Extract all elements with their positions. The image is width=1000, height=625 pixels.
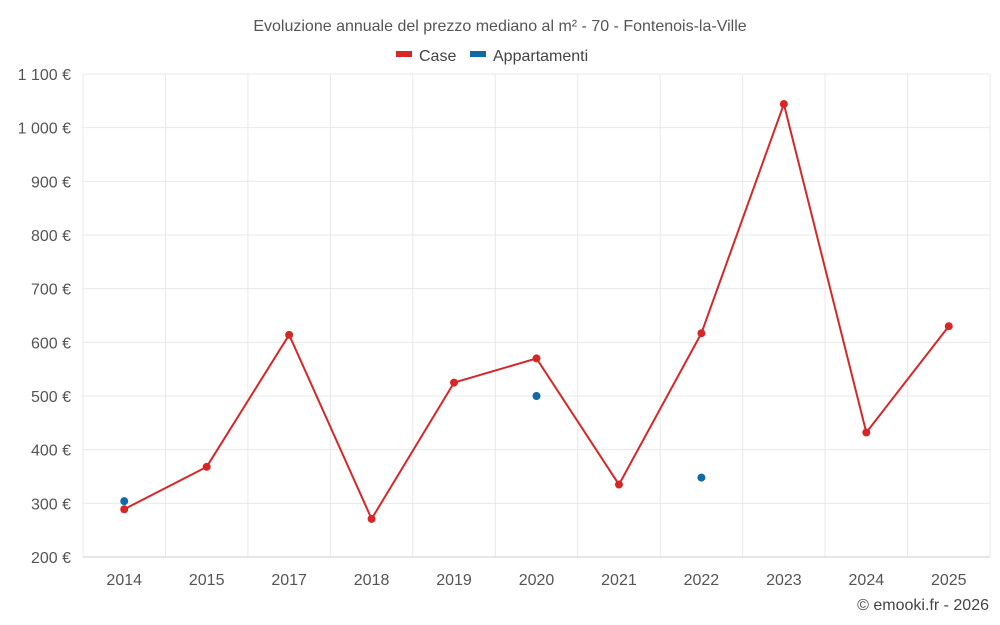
grid	[82, 73, 991, 558]
x-tick-label: 2021	[601, 572, 637, 589]
legend-item-case[interactable]: Case	[396, 48, 456, 65]
series-appartamenti	[120, 392, 706, 506]
data-point-case[interactable]	[614, 480, 623, 489]
data-point-case[interactable]	[532, 354, 541, 363]
data-point-case[interactable]	[450, 378, 459, 387]
legend-item-appartamenti[interactable]: Appartamenti	[470, 48, 588, 65]
x-tick-label: 2014	[106, 572, 142, 589]
data-point-case[interactable]	[779, 100, 788, 109]
series	[120, 100, 953, 523]
data-point-case[interactable]	[202, 462, 211, 471]
y-tick-label: 700 €	[31, 282, 71, 299]
data-point-case[interactable]	[697, 329, 706, 338]
y-tick-label: 1 000 €	[18, 121, 71, 138]
data-point-case[interactable]	[862, 428, 871, 437]
y-tick-label: 1 100 €	[18, 67, 71, 84]
y-tick-label: 400 €	[31, 443, 71, 460]
data-point-case[interactable]	[367, 514, 376, 523]
data-point-case[interactable]	[120, 505, 129, 514]
data-point-case[interactable]	[285, 330, 294, 339]
y-tick-label: 900 €	[31, 174, 71, 191]
x-tick-label: 2018	[354, 572, 390, 589]
x-tick-label: 2015	[189, 572, 225, 589]
chart-title: Evoluzione annuale del prezzo mediano al…	[253, 18, 746, 35]
y-tick-label: 200 €	[31, 550, 71, 567]
x-tick-label: 2017	[271, 572, 307, 589]
y-tick-label: 600 €	[31, 335, 71, 352]
x-tick-label: 2023	[766, 572, 802, 589]
series-case	[120, 100, 953, 523]
y-tick-label: 300 €	[31, 496, 71, 513]
x-tick-label: 2019	[436, 572, 472, 589]
legend: Case Appartamenti	[396, 48, 588, 65]
data-point-appartamenti[interactable]	[697, 473, 706, 482]
x-tick-label: 2022	[684, 572, 720, 589]
data-point-appartamenti[interactable]	[120, 497, 129, 506]
legend-swatch-appartamenti	[470, 51, 486, 57]
axes: 200 € 300 € 400 € 500 € 600 € 700 € 800 € 900 €…	[18, 67, 990, 589]
data-point-appartamenti[interactable]	[532, 392, 541, 400]
y-tick-label: 500 €	[31, 389, 71, 406]
credit-text: © emooki.fr - 2026	[857, 597, 989, 614]
legend-label-appartamenti: Appartamenti	[493, 48, 588, 65]
legend-swatch-case	[396, 51, 412, 57]
legend-label-case: Case	[419, 48, 456, 65]
x-tick-label: 2025	[931, 572, 967, 589]
data-point-case[interactable]	[944, 322, 953, 331]
x-tick-label: 2020	[519, 572, 555, 589]
y-tick-label: 800 €	[31, 228, 71, 245]
x-tick-label: 2024	[849, 572, 885, 589]
